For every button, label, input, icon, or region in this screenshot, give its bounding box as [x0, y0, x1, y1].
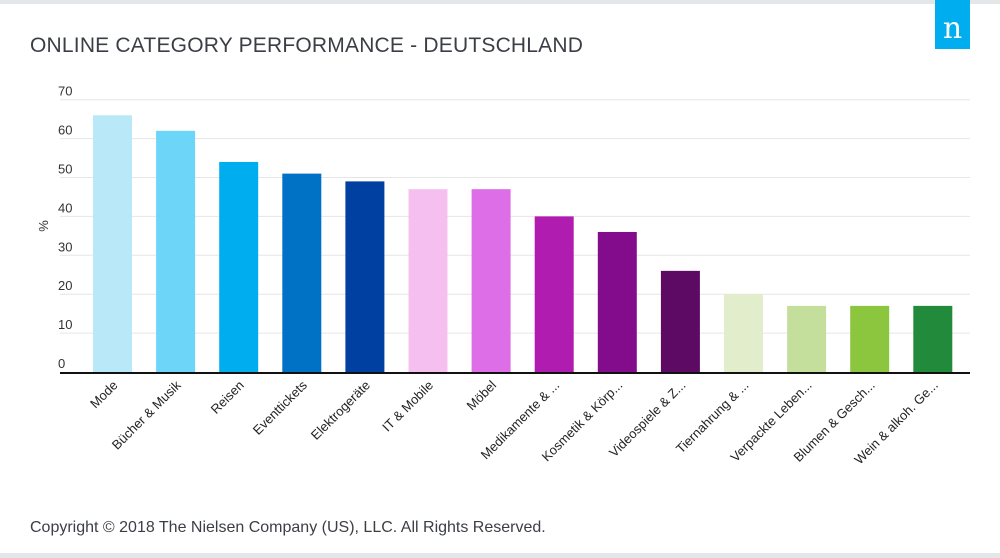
x-tick-label: IT & Mobile [379, 378, 436, 435]
x-tick-label: Möbel [464, 377, 500, 413]
copyright-text: Copyright © 2018 The Nielsen Company (US… [30, 519, 546, 536]
bar [850, 305, 890, 372]
bottom-border [0, 553, 1000, 558]
y-tick-label: 10 [58, 317, 72, 332]
bar [156, 130, 196, 372]
bar [471, 189, 511, 372]
top-border [0, 0, 1000, 4]
y-axis-title: % [36, 220, 51, 232]
y-tick-label: 40 [58, 200, 72, 215]
bar [93, 115, 132, 372]
bar [219, 161, 259, 372]
bar [724, 294, 763, 372]
bar [534, 216, 574, 372]
bar [660, 270, 700, 372]
y-tick-label: 60 [58, 123, 72, 138]
bar [787, 305, 827, 372]
x-tick-label: Elektrogeräte [308, 378, 373, 443]
x-tick-label: Eventtickets [250, 377, 311, 438]
bar [282, 173, 322, 372]
y-tick-label: 0 [58, 356, 65, 371]
y-tick-label: 30 [58, 239, 72, 254]
bar [345, 181, 385, 372]
bar [597, 231, 637, 372]
bar [408, 189, 448, 372]
x-tick-label: Mode [87, 378, 121, 412]
y-tick-label: 70 [58, 84, 72, 99]
x-tick-label: Reisen [208, 378, 247, 417]
bar [913, 305, 953, 372]
y-tick-label: 50 [58, 162, 72, 177]
nielsen-logo: n [935, 0, 970, 49]
y-tick-label: 20 [58, 278, 72, 293]
chart-title: ONLINE CATEGORY PERFORMANCE - DEUTSCHLAN… [30, 34, 584, 57]
